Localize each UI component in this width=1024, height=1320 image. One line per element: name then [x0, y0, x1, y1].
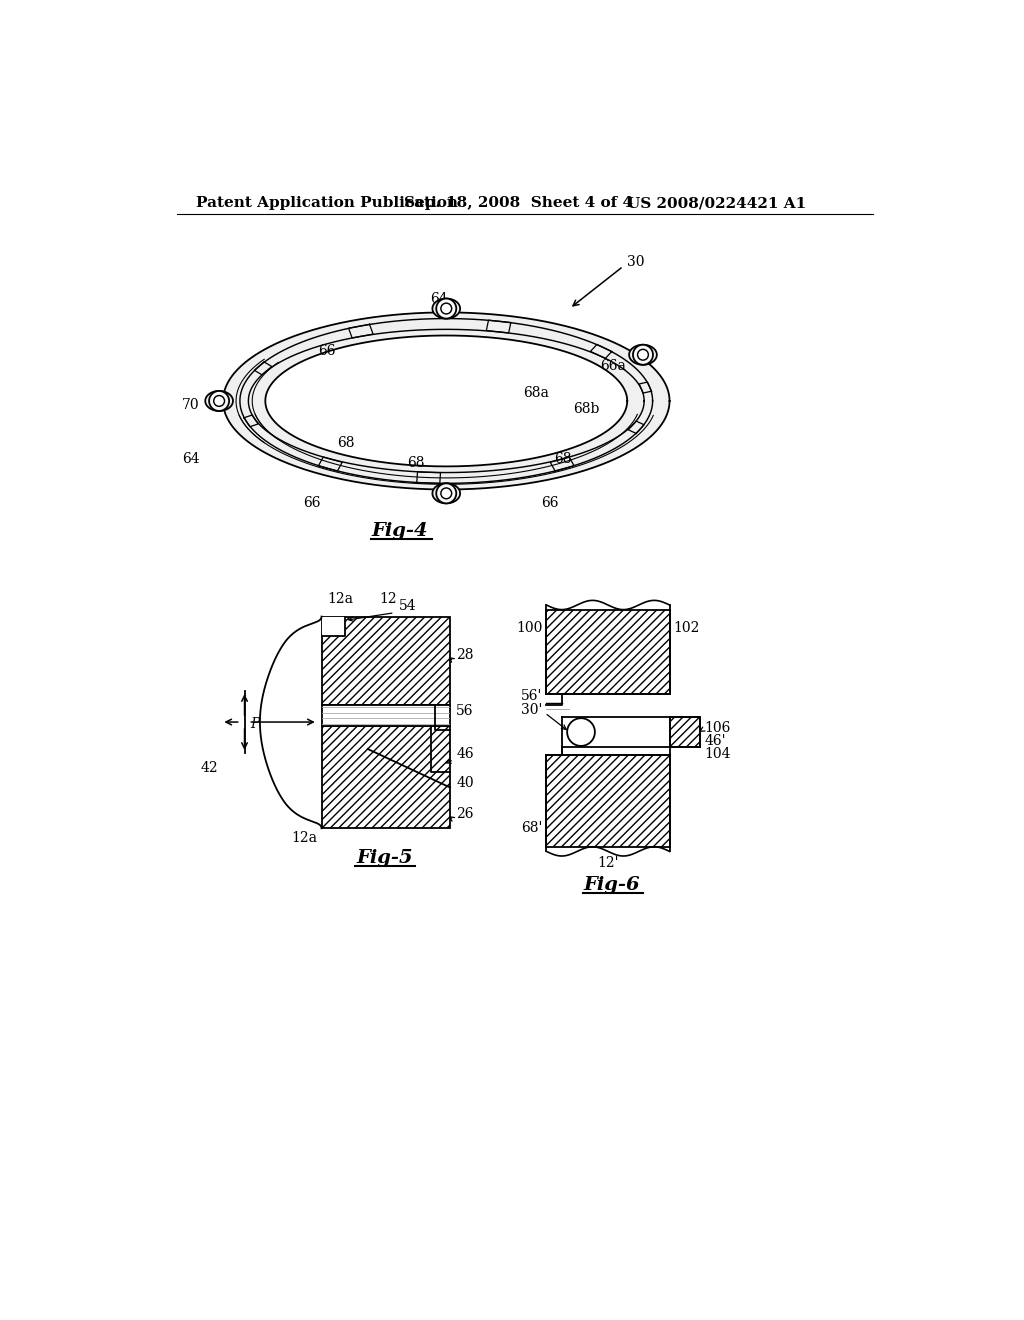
Text: 26: 26	[457, 808, 474, 821]
Text: 104: 104	[705, 747, 731, 760]
Text: 68: 68	[407, 455, 424, 470]
Polygon shape	[629, 345, 656, 364]
Bar	[670, 717, 700, 747]
Text: 106: 106	[705, 721, 730, 735]
Circle shape	[441, 304, 452, 314]
Text: 30: 30	[628, 255, 645, 269]
Bar	[322, 616, 345, 636]
Text: 46': 46'	[705, 734, 726, 748]
Text: 30': 30'	[521, 704, 543, 718]
Text: 68b: 68b	[573, 401, 600, 416]
Text: 66: 66	[318, 345, 336, 358]
Text: 64: 64	[430, 292, 447, 305]
Bar	[322, 616, 451, 705]
Text: US 2008/0224421 A1: US 2008/0224421 A1	[628, 197, 807, 210]
Circle shape	[638, 350, 648, 360]
Circle shape	[214, 396, 224, 407]
Text: 70: 70	[182, 397, 200, 412]
Text: 42: 42	[201, 762, 219, 775]
Text: Fig-5: Fig-5	[356, 849, 413, 867]
Bar	[322, 705, 451, 726]
Text: 56': 56'	[521, 689, 543, 702]
Text: 66a: 66a	[600, 359, 626, 374]
Text: 66: 66	[303, 496, 321, 511]
Circle shape	[436, 483, 457, 503]
Circle shape	[436, 298, 457, 318]
Bar	[547, 610, 670, 693]
Text: 12': 12'	[597, 855, 618, 870]
Circle shape	[441, 488, 452, 499]
Text: 54: 54	[398, 599, 416, 614]
Text: 64: 64	[182, 451, 200, 466]
Circle shape	[633, 345, 653, 364]
Text: 68a: 68a	[523, 387, 549, 400]
Text: 12a: 12a	[328, 591, 353, 606]
Text: 66: 66	[542, 496, 559, 511]
Text: 68: 68	[338, 437, 355, 450]
Text: 46: 46	[457, 747, 474, 762]
Circle shape	[209, 391, 229, 411]
Text: 40: 40	[457, 776, 474, 791]
Text: Patent Application Publication: Patent Application Publication	[196, 197, 458, 210]
Polygon shape	[223, 313, 670, 490]
Polygon shape	[432, 298, 460, 318]
Text: 68': 68'	[521, 821, 543, 836]
Text: Fig-4: Fig-4	[372, 521, 428, 540]
Text: 56: 56	[457, 704, 474, 718]
Text: Fig-6: Fig-6	[584, 876, 640, 894]
Text: 100: 100	[516, 622, 543, 635]
Text: P: P	[251, 717, 260, 731]
Text: 68: 68	[554, 451, 571, 466]
Polygon shape	[567, 718, 595, 746]
Bar	[322, 726, 451, 829]
Bar	[547, 755, 670, 847]
Text: 12a: 12a	[292, 832, 317, 845]
Text: 102: 102	[674, 622, 699, 635]
Text: 28: 28	[457, 648, 474, 661]
Text: Sep. 18, 2008  Sheet 4 of 4: Sep. 18, 2008 Sheet 4 of 4	[403, 197, 633, 210]
Polygon shape	[205, 391, 233, 411]
Polygon shape	[432, 483, 460, 503]
Text: 12: 12	[379, 591, 397, 606]
